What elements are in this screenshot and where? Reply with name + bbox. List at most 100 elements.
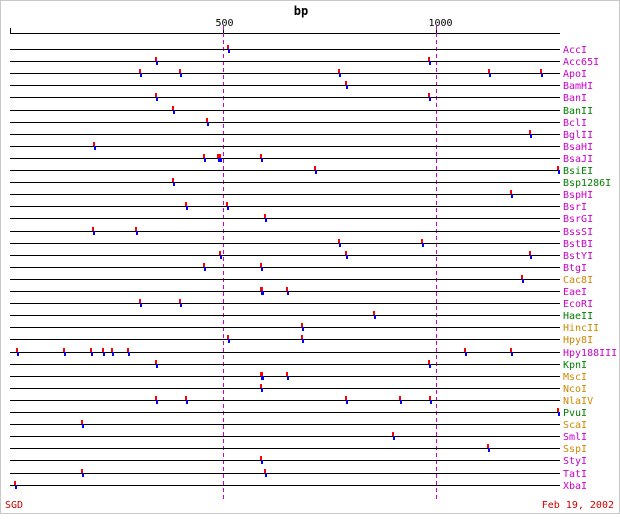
cut-site-top <box>428 360 430 364</box>
enzyme-label: BsaHI <box>563 142 593 153</box>
cut-site-bottom <box>541 73 543 77</box>
enzyme-row: BssSI <box>10 227 593 238</box>
enzyme-label: BsrI <box>563 202 587 213</box>
enzyme-label: Hpy8I <box>563 335 593 346</box>
enzyme-label: BanII <box>563 106 593 117</box>
cut-site <box>428 360 431 368</box>
cut-site <box>219 154 222 162</box>
enzyme-row: TatI <box>10 469 587 480</box>
cut-site <box>510 190 513 198</box>
footer-date: Feb 19, 2002 <box>542 500 614 511</box>
enzyme-label: BclI <box>563 118 587 129</box>
cut-site <box>264 469 267 477</box>
enzyme-row: BsaJI <box>10 154 593 165</box>
cut-site <box>14 481 17 489</box>
enzyme-label: BglII <box>563 130 593 141</box>
enzyme-row: BanII <box>10 106 593 117</box>
cut-site-top <box>135 227 137 231</box>
enzyme-row: BglII <box>10 130 593 141</box>
cut-site-top <box>428 93 430 97</box>
cut-site-top <box>155 93 157 97</box>
enzyme-row: BstBI <box>10 239 593 250</box>
cut-site-top <box>93 142 95 146</box>
cut-site-bottom <box>261 158 263 162</box>
cut-site-bottom <box>173 110 175 114</box>
cut-site-top <box>286 372 288 376</box>
cut-site-top <box>14 481 16 485</box>
enzyme-row: SspI <box>10 444 587 455</box>
cut-site-bottom <box>103 352 105 356</box>
cut-site-bottom <box>558 412 560 416</box>
cut-site-bottom <box>261 267 263 271</box>
enzyme-label: BanI <box>563 93 587 104</box>
cut-site-bottom <box>262 291 264 295</box>
cut-site-bottom <box>261 460 263 464</box>
enzyme-row: Hpy188III <box>10 348 617 359</box>
cut-site-top <box>260 154 262 158</box>
cut-site-top <box>301 323 303 327</box>
enzyme-label: EaeI <box>563 287 587 298</box>
axis-title: bp <box>294 4 308 18</box>
cut-site <box>155 360 158 368</box>
cut-site-bottom <box>82 424 84 428</box>
cut-site-top <box>139 299 141 303</box>
enzyme-label: BamHI <box>563 81 593 92</box>
enzyme-row: HincII <box>10 323 599 334</box>
cut-site-bottom <box>156 364 158 368</box>
enzyme-label: Hpy188III <box>563 348 617 359</box>
cut-site <box>206 118 209 126</box>
ruler-tick-label: 500 <box>216 18 234 29</box>
cut-site-top <box>338 69 340 73</box>
cut-site-top <box>203 263 205 267</box>
cut-site-top <box>92 227 94 231</box>
cut-site-top <box>219 154 221 158</box>
cut-site <box>81 420 84 428</box>
cut-site-top <box>345 396 347 400</box>
cut-site-bottom <box>511 194 513 198</box>
cut-site-top <box>260 456 262 460</box>
cut-site <box>399 396 402 404</box>
cut-site-top <box>226 202 228 206</box>
enzyme-row: AccI <box>10 45 587 56</box>
cut-site-top <box>179 299 181 303</box>
cut-site <box>217 154 220 162</box>
cut-site <box>203 263 206 271</box>
cut-site-bottom <box>218 158 220 162</box>
cut-site-bottom <box>315 170 317 174</box>
cut-site-top <box>529 130 531 134</box>
cut-site-top <box>260 384 262 388</box>
cut-site-bottom <box>346 400 348 404</box>
enzyme-row: Acc65I <box>10 57 599 68</box>
enzyme-label: BsaJI <box>563 154 593 165</box>
cut-site <box>172 106 175 114</box>
enzyme-row: ApoI <box>10 69 587 80</box>
cut-site-bottom <box>17 352 19 356</box>
enzyme-label: TatI <box>563 469 587 480</box>
cut-site-top <box>510 190 512 194</box>
cut-site-bottom <box>339 243 341 247</box>
enzyme-label: BspHI <box>563 190 593 201</box>
cut-site-top <box>172 106 174 110</box>
cut-site-top <box>261 372 263 376</box>
cut-site-bottom <box>339 73 341 77</box>
cut-site-bottom <box>302 339 304 343</box>
enzyme-rows: AccIAcc65IApoIBamHIBanIBanIIBclIBglIIBsa… <box>10 45 617 492</box>
enzyme-row: HaeII <box>10 311 593 322</box>
cut-site-bottom <box>489 73 491 77</box>
cut-site-top <box>219 251 221 255</box>
cut-site-bottom <box>136 231 138 235</box>
cut-site <box>81 469 84 477</box>
cut-site-top <box>286 287 288 291</box>
cut-site-bottom <box>180 73 182 77</box>
enzyme-label: BssSI <box>563 227 593 238</box>
cut-site-bottom <box>346 255 348 259</box>
guide-lines <box>223 26 437 501</box>
cut-site-top <box>464 348 466 352</box>
enzyme-label: XbaI <box>563 481 587 492</box>
cut-site <box>155 93 158 101</box>
cut-site-bottom <box>15 485 17 489</box>
enzyme-row: BstYI <box>10 251 593 262</box>
cut-site <box>179 69 182 77</box>
